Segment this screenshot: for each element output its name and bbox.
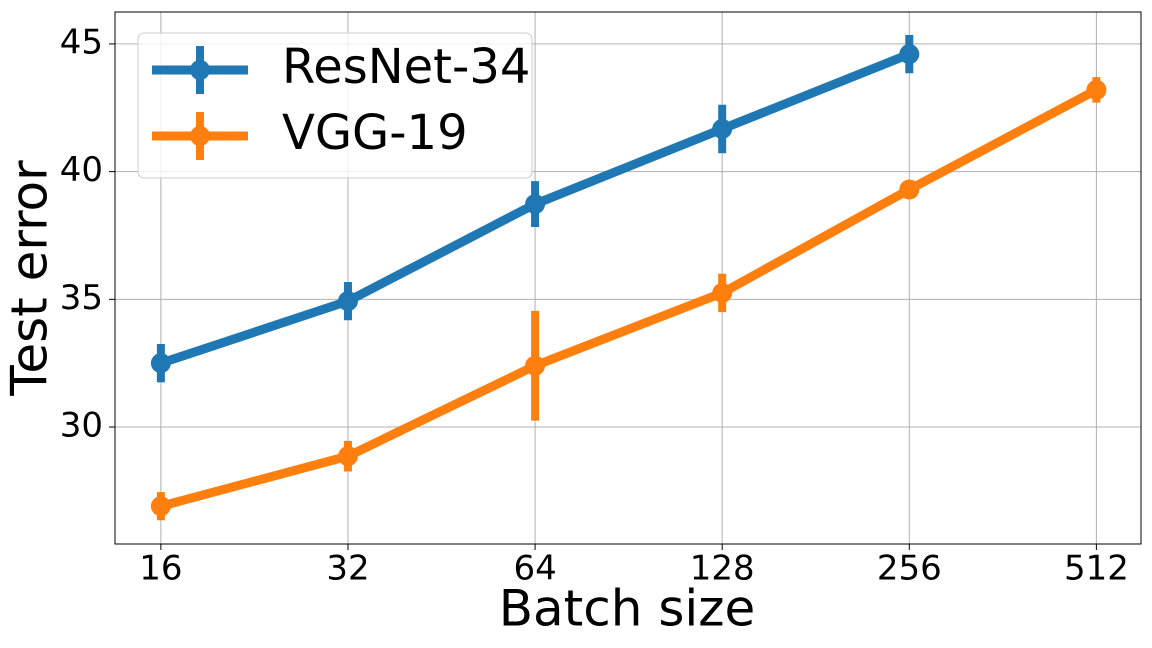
y-tick-label: 35	[60, 278, 103, 318]
x-axis-label: Batch size	[499, 580, 756, 638]
legend-marker	[190, 60, 210, 80]
y-tick-label: 45	[60, 22, 103, 62]
x-tick-label: 64	[513, 549, 556, 589]
point	[150, 353, 171, 374]
legend: ResNet-34 VGG-19	[137, 32, 533, 179]
legend-label: VGG-19	[282, 105, 468, 161]
point	[337, 291, 358, 312]
x-tick-label: 16	[139, 549, 182, 589]
x-tick-label: 512	[1064, 549, 1129, 589]
point	[525, 355, 546, 376]
point	[712, 118, 733, 139]
y-tick-label: 30	[60, 406, 103, 446]
y-axis-label: Test error	[1, 160, 59, 397]
x-tick-label: 128	[690, 549, 755, 589]
legend-marker	[190, 126, 210, 146]
legend-label: ResNet-34	[282, 39, 530, 95]
point	[150, 496, 171, 517]
point	[899, 44, 920, 65]
x-tick-label: 256	[877, 549, 942, 589]
series	[150, 77, 1107, 521]
point	[1086, 79, 1107, 100]
x-tick-label: 32	[326, 549, 369, 589]
plot-frame	[114, 11, 1142, 545]
y-tick-label: 40	[60, 150, 103, 190]
point	[337, 446, 358, 467]
point	[899, 179, 920, 200]
point	[712, 282, 733, 303]
point	[525, 194, 546, 215]
line	[159, 85, 1099, 511]
series	[150, 34, 920, 383]
